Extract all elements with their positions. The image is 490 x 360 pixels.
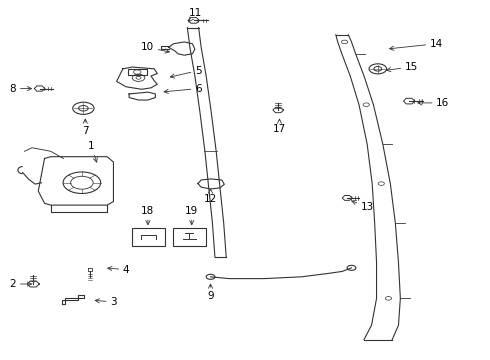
- Text: 12: 12: [204, 189, 217, 204]
- Text: 11: 11: [189, 8, 202, 22]
- Bar: [128, 69, 147, 75]
- Text: 5: 5: [171, 66, 201, 78]
- Text: 14: 14: [390, 39, 443, 50]
- Text: 7: 7: [82, 119, 89, 136]
- Bar: [132, 228, 165, 246]
- Text: 8: 8: [10, 84, 31, 94]
- Text: 18: 18: [141, 206, 154, 225]
- Text: 2: 2: [10, 279, 31, 289]
- Text: 15: 15: [387, 62, 418, 72]
- Text: 9: 9: [207, 284, 214, 301]
- Text: 6: 6: [164, 84, 201, 94]
- Bar: [173, 228, 205, 246]
- Text: 3: 3: [95, 297, 117, 307]
- Text: 10: 10: [141, 42, 170, 53]
- Text: 19: 19: [185, 206, 198, 225]
- Text: 17: 17: [273, 119, 286, 134]
- Text: 13: 13: [352, 201, 374, 212]
- Text: 16: 16: [418, 98, 449, 108]
- Text: 4: 4: [108, 265, 129, 275]
- Text: 1: 1: [88, 141, 98, 162]
